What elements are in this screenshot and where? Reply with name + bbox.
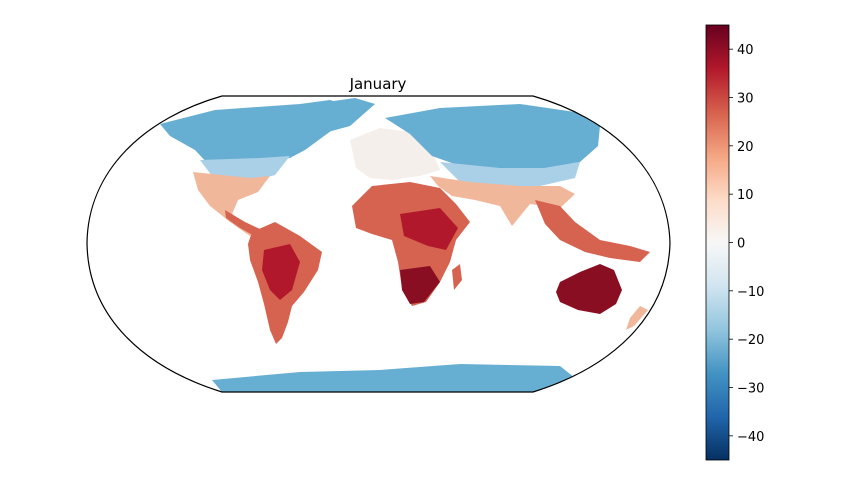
world-map bbox=[86, 95, 671, 393]
colorbar-tick-label: 0 bbox=[737, 237, 745, 252]
australia bbox=[556, 264, 622, 314]
land-temperature-layer bbox=[160, 98, 650, 392]
colorbar-tick-label: 30 bbox=[737, 92, 754, 107]
colorbar-tick-label: 10 bbox=[737, 188, 754, 203]
southeast-asia bbox=[535, 200, 650, 262]
colorbar-tick-label: −30 bbox=[737, 382, 764, 397]
central-asia bbox=[440, 162, 580, 186]
new-zealand bbox=[626, 306, 648, 330]
south-asia bbox=[430, 176, 575, 226]
colorbar-tick-label: −20 bbox=[737, 333, 764, 348]
colorbar-tick-label: 20 bbox=[737, 140, 754, 155]
antarctica bbox=[212, 364, 575, 392]
colorbar-tick-label: 40 bbox=[737, 43, 754, 58]
north-america-north bbox=[160, 100, 350, 166]
colorbar: 40 30 20 10 0 −10 −20 −30 −40 bbox=[705, 24, 764, 461]
globe-outline bbox=[86, 95, 671, 393]
map-title: January bbox=[349, 75, 407, 93]
colorbar-tick-label: −10 bbox=[737, 285, 764, 300]
greenland bbox=[312, 98, 375, 132]
northern-asia bbox=[385, 104, 600, 170]
south-america-tropics bbox=[262, 244, 300, 300]
colorbar-tick-label: −40 bbox=[737, 430, 764, 445]
north-america-south bbox=[193, 172, 270, 236]
colorbar-gradient bbox=[705, 24, 730, 461]
africa-central bbox=[400, 208, 458, 250]
southern-africa bbox=[400, 266, 440, 304]
madagascar bbox=[452, 264, 462, 290]
